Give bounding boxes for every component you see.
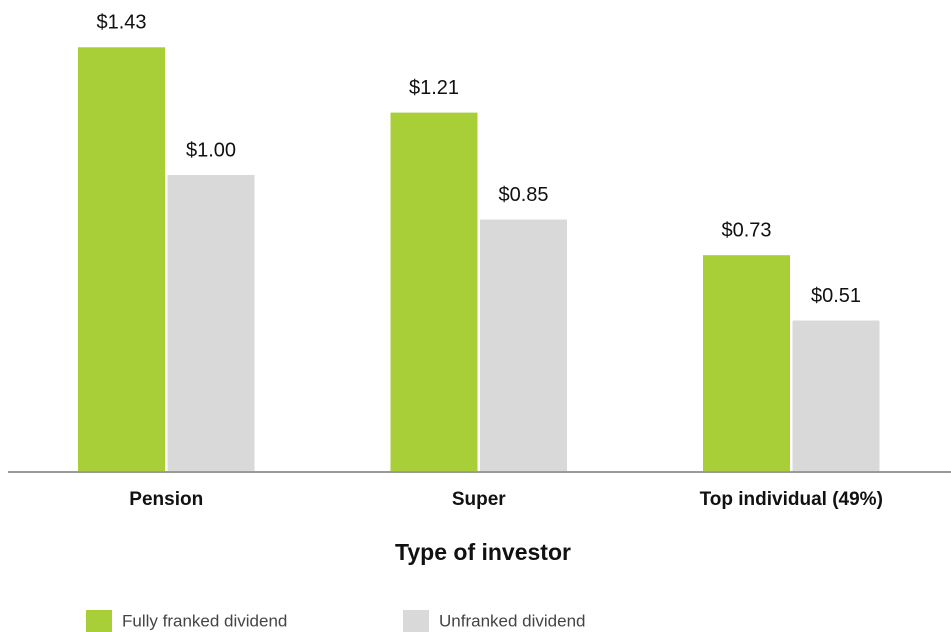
bar [390,112,478,472]
bar [167,175,255,472]
legend-swatch [403,610,429,632]
bar [792,320,880,472]
bar [78,47,165,472]
value-label: $1.43 [96,12,146,34]
legend-label: Fully franked dividend [122,611,287,630]
bar [480,219,567,472]
x-tick-label: Top individual (49%) [700,489,883,510]
legend-label: Unfranked dividend [439,611,585,630]
legend-swatch [86,610,112,632]
value-label: $0.73 [721,219,771,241]
value-label: $0.51 [811,285,861,307]
x-axis-title: Type of investor [395,539,571,565]
x-tick-label: Super [452,489,506,510]
value-label: $1.00 [186,139,236,161]
bar [703,255,790,472]
value-label: $1.21 [409,77,459,99]
x-tick-label: Pension [129,489,203,510]
value-label: $0.85 [498,184,548,206]
